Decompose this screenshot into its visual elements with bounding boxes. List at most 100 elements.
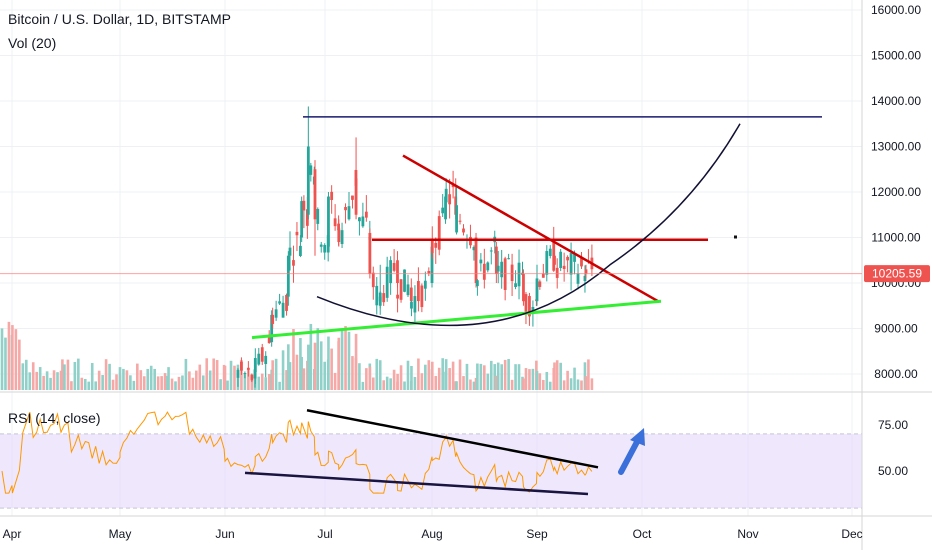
rsi-lower-line	[244, 471, 589, 496]
price-axis[interactable]: 16000.00 15000.00 14000.00 13000.00 12000.00…	[871, 3, 921, 381]
volume-bar	[125, 370, 129, 390]
volume-bar	[555, 360, 559, 390]
candle-body	[427, 270, 431, 274]
volume-bar	[389, 378, 392, 390]
volume-bar	[483, 365, 486, 390]
volume-bar	[437, 367, 441, 390]
volume-bar	[302, 368, 306, 390]
volume-bar	[399, 365, 403, 390]
volume-bar	[146, 368, 150, 390]
volume-bar	[375, 358, 379, 390]
symbol-title[interactable]: Bitcoin / U.S. Dollar, 1D, BITSTAMP	[8, 11, 232, 27]
volume-bar	[542, 379, 545, 390]
volume-bar	[122, 368, 125, 390]
volume-bar	[474, 377, 478, 390]
volume-bar	[535, 370, 539, 390]
candle-body	[420, 285, 424, 308]
volume-bar	[7, 321, 11, 390]
volume-indicator-label[interactable]: Vol (20)	[8, 35, 57, 51]
volume-bar	[132, 380, 136, 390]
time-axis[interactable]: Apr May Jun Jul Aug Sep Oct Nov Dec	[3, 527, 863, 541]
candle-body	[382, 293, 386, 303]
volume-bar	[80, 377, 84, 390]
volume-bar	[77, 358, 80, 390]
candle-body	[559, 251, 563, 269]
candle-body	[371, 272, 375, 288]
volume-bar	[115, 374, 118, 390]
volume-bar	[108, 363, 111, 390]
candle-body	[507, 258, 511, 260]
candle-body	[486, 262, 490, 271]
time-tick-label: Sep	[526, 527, 548, 541]
drawings[interactable]	[244, 116, 822, 496]
candle-body	[583, 275, 587, 282]
candle-body	[576, 273, 580, 284]
volume-bar	[351, 356, 354, 390]
volume-bar	[434, 375, 438, 390]
candles[interactable]	[236, 106, 594, 388]
volume-bar	[427, 360, 431, 390]
volume-bar	[45, 371, 49, 390]
volume-bar	[212, 358, 215, 390]
volume-bar	[469, 379, 472, 390]
candle-body	[274, 309, 278, 318]
volume-bar	[371, 377, 375, 390]
candle-body	[437, 216, 441, 250]
candle-body	[330, 191, 334, 200]
rsi-indicator-label[interactable]: RSI (14, close)	[8, 410, 101, 426]
volume-bar	[177, 376, 181, 390]
volume-bar	[361, 381, 365, 390]
volume-bar	[489, 360, 493, 390]
descending-trendline	[402, 154, 659, 303]
candle-body	[399, 279, 403, 300]
rsi-axis[interactable]: 75.00 50.00	[878, 418, 908, 478]
rsi-band	[0, 434, 862, 508]
candle-body	[361, 216, 365, 227]
volume-bar	[18, 339, 21, 390]
volume-bar	[307, 344, 310, 390]
price-tick-label: 14000.00	[871, 94, 921, 108]
candle-body	[271, 314, 275, 324]
volume-bar	[70, 381, 73, 390]
volume-bar	[378, 360, 382, 390]
candle-body	[270, 314, 274, 343]
candle-body	[333, 218, 337, 227]
volume-bar	[514, 364, 517, 390]
volume-bar	[167, 367, 170, 390]
volume-bar	[271, 360, 274, 390]
candle-body	[250, 374, 254, 381]
volume-bar	[281, 350, 285, 390]
up-arrow-icon	[618, 428, 645, 475]
volume-bar	[160, 376, 163, 390]
price-tick-label: 12000.00	[871, 185, 921, 199]
candle-body	[323, 245, 327, 253]
arrow-shaft	[618, 437, 641, 475]
volume-bar	[285, 370, 288, 390]
price-tick-label: 11000.00	[871, 231, 920, 245]
volume-bar	[264, 377, 268, 390]
volume-bar	[83, 379, 87, 390]
candle-body	[253, 358, 257, 373]
volume-bar	[590, 378, 594, 390]
candle-body	[503, 258, 507, 290]
volume-bar	[191, 377, 195, 390]
candle-body	[462, 228, 465, 233]
volume-bar	[63, 364, 66, 390]
volume-bar	[396, 373, 399, 390]
volume-bar	[35, 371, 38, 390]
volume-bar	[208, 370, 212, 390]
volume-bar	[354, 333, 358, 390]
volume-bar	[49, 377, 52, 390]
volume-bar	[313, 342, 317, 390]
volume-bar	[118, 367, 122, 390]
candle-body	[354, 178, 358, 215]
volume-bar	[392, 369, 396, 390]
volume-bar	[170, 378, 174, 390]
volume-bar	[149, 365, 153, 390]
candle-body	[295, 231, 299, 236]
candle-body	[580, 256, 583, 267]
volume-bar	[576, 379, 580, 390]
volume-bar	[455, 381, 458, 390]
candle-body	[517, 262, 521, 287]
